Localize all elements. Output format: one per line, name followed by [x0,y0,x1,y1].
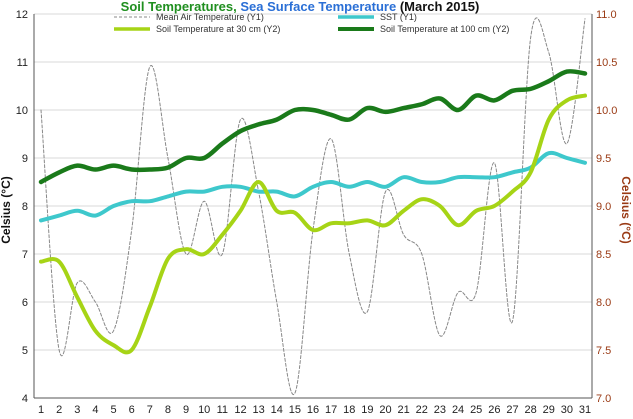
legend: Mean Air Temperature (Y1) SST (Y1) Soil Te… [114,12,509,34]
y2-tick-label: 9.5 [596,153,611,165]
x-tick-label: 22 [416,404,428,416]
x-tick-label: 3 [74,404,80,416]
y-tick-label: 12 [16,9,28,21]
y2-axis-title: Celsius (°C) [619,176,633,243]
y-axis-title: Celsius (°C) [0,176,13,243]
x-tick-label: 2 [56,404,62,416]
legend-label: Soil Temperature at 30 cm (Y2) [156,24,280,34]
x-tick-label: 1 [38,404,44,416]
y-tick-label: 6 [22,297,28,309]
x-tick-label: 11 [217,404,228,416]
x-tick-label: 17 [325,404,337,416]
x-tick-label: 28 [524,404,536,416]
x-tick-label: 14 [271,404,283,416]
chart-title-part1: Soil Temperatures [121,0,233,14]
y-tick-label: 11 [17,57,28,69]
axes: 4567891011127.07.58.08.59.09.510.010.511… [16,9,618,416]
y2-tick-label: 11.0 [596,9,617,21]
y2-tick-label: 8.5 [596,249,611,261]
legend-label: Mean Air Temperature (Y1) [156,12,264,22]
y-tick-label: 5 [22,345,28,357]
series-group [38,17,588,396]
y2-tick-label: 8.0 [596,297,611,309]
x-tick-label: 23 [434,404,446,416]
x-tick-label: 25 [470,404,482,416]
y2-tick-label: 7.5 [596,345,611,357]
x-tick-label: 12 [234,404,246,416]
x-tick-label: 26 [488,404,500,416]
x-tick-label: 24 [452,404,464,416]
chart-title-part2: Sea Surface Temperature [240,0,396,14]
x-tick-label: 8 [165,404,171,416]
series-line [38,69,588,185]
y2-tick-label: 10.5 [596,57,617,69]
x-tick-label: 10 [198,404,210,416]
x-tick-label: 16 [307,404,319,416]
x-tick-label: 7 [147,404,153,416]
x-tick-label: 29 [543,404,555,416]
series-line [39,150,587,223]
x-tick-label: 27 [506,404,518,416]
y-tick-label: 4 [22,393,28,405]
y2-tick-label: 10.0 [596,105,617,117]
legend-label: Soil Temperature at 100 cm (Y2) [380,24,509,34]
y-tick-label: 9 [22,153,28,165]
x-tick-label: 6 [129,404,135,416]
y-tick-label: 8 [22,201,28,213]
y2-tick-label: 9.0 [596,201,611,213]
x-tick-label: 20 [379,404,391,416]
series-line [40,17,586,396]
x-tick-label: 5 [110,404,116,416]
y-tick-label: 10 [16,105,28,117]
legend-label: SST (Y1) [380,12,417,22]
chart-title-separator: , [233,0,240,14]
x-tick-label: 15 [289,404,301,416]
x-tick-label: 21 [398,404,410,416]
x-tick-label: 4 [92,404,98,416]
chart-title: Soil Temperatures, Sea Surface Temperatu… [121,0,480,14]
y-tick-label: 7 [22,249,28,261]
x-tick-label: 19 [361,404,373,416]
chart-title-part3: (March 2015) [396,0,479,14]
x-tick-label: 30 [561,404,573,416]
grid [34,13,592,399]
x-tick-label: 9 [183,404,189,416]
x-tick-label: 31 [579,404,591,416]
x-tick-label: 13 [252,404,264,416]
y2-tick-label: 7.0 [596,393,611,405]
x-tick-label: 18 [343,404,355,416]
series-line [39,93,587,355]
